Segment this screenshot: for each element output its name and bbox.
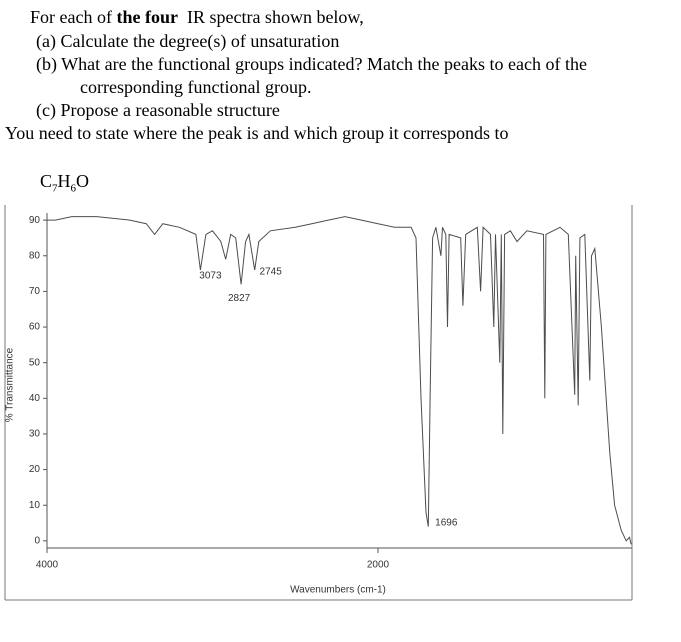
y-tick-label: 40 — [29, 393, 41, 404]
text: IR spectra shown below, — [186, 7, 364, 27]
text: O — [76, 171, 90, 191]
subscript: 6 — [70, 182, 77, 195]
text: H — [57, 171, 71, 191]
peak-label: 3073 — [199, 271, 222, 282]
peak-label: 2827 — [228, 293, 251, 304]
peak-label: 1696 — [435, 517, 458, 528]
y-tick-label: 30 — [29, 429, 41, 440]
item: (b) What are the functional groups indic… — [36, 54, 587, 74]
formula: C7H6O — [40, 170, 89, 200]
text: For each of — [30, 7, 112, 27]
y-tick-label: 50 — [29, 357, 41, 368]
x-axis-label: Wavenumbers (cm-1) — [290, 585, 386, 596]
subscript: 7 — [52, 182, 58, 195]
text: C — [40, 171, 53, 191]
item: (c) Propose a reasonable structure — [36, 100, 280, 120]
item: (a) Calculate the degree(s) of unsaturat… — [36, 31, 340, 51]
y-tick-label: 70 — [29, 286, 41, 297]
y-tick-label: 80 — [29, 250, 41, 261]
item: corresponding functional group. — [80, 77, 312, 97]
spectrum — [47, 216, 632, 545]
y-tick-label: 0 — [34, 536, 40, 547]
bold-text: the four — [116, 7, 178, 27]
x-tick-label: 2000 — [367, 560, 390, 571]
intro-line: For each of the four IR spectra shown be… — [30, 6, 364, 28]
y-tick-label: 90 — [29, 215, 41, 226]
x-tick-label: 4000 — [36, 560, 59, 571]
y-tick-label: 20 — [29, 464, 41, 475]
note: You need to state where the peak is and … — [5, 123, 509, 143]
y-tick-label: 10 — [29, 500, 41, 511]
peak-label: 2745 — [260, 267, 283, 278]
y-axis-label: % Transmittance — [5, 347, 16, 422]
y-tick-label: 60 — [29, 322, 41, 333]
